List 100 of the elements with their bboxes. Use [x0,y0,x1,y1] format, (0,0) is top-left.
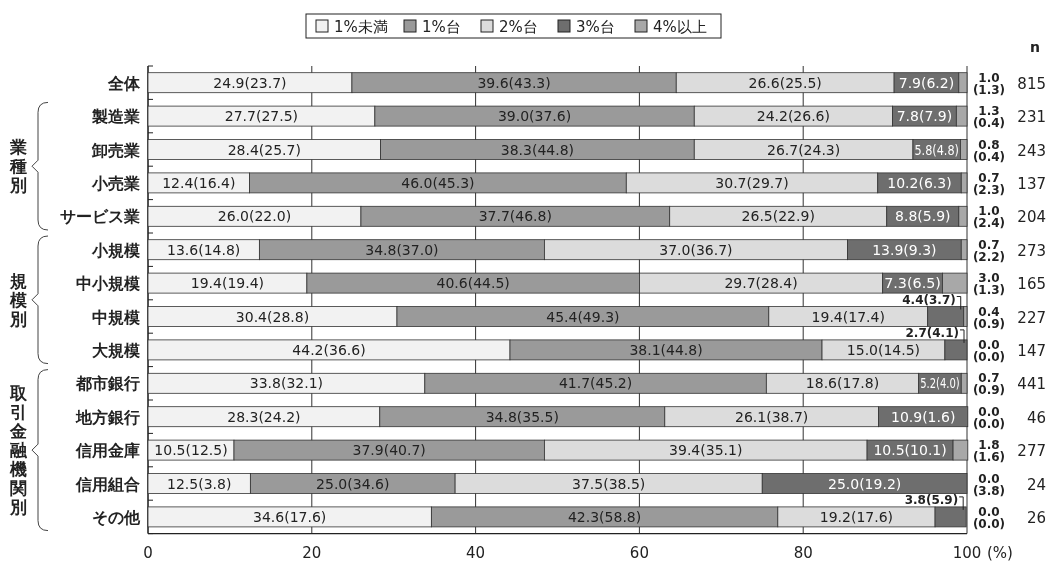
text: 取引金融機関別 [8,383,28,518]
data-label: 39.6(43.3) [477,74,551,91]
data-label: 13.9(9.3) [872,241,937,258]
text: 147 [1017,341,1046,360]
text: 165 [1017,275,1046,294]
y-tick-label: 小規模 [91,240,140,260]
text: 277 [1017,442,1046,461]
data-label: 24.9(23.7) [213,74,287,91]
data-label: 1.8(1.6) [972,438,1006,465]
y-tick-label: その他 [92,507,141,527]
legend-label: 1%台 [422,18,461,36]
y-tick-label: 製造業 [91,107,140,127]
data-label: 27.7(27.5) [224,108,299,125]
data-label: 7.8(7.9) [896,108,953,125]
y-tick-label: 小売業 [91,173,140,193]
x-tick-label: 40 [466,543,486,562]
data-label: 26.5(22.9) [741,208,815,225]
data-label: 10.9(1.6) [891,408,956,425]
text: 137 [1017,174,1046,193]
data-label: 15.0(14.5) [846,341,921,358]
data-label: 3.8(5.9) [904,492,959,507]
data-label: 46.0(45.3) [401,174,475,191]
text: 業種別 [8,137,27,196]
data-label: 26.7(24.3) [766,141,841,158]
data-label: 4.4(3.7) [902,292,956,307]
data-label: 34.6(17.6) [253,508,327,525]
data-label: 18.6(17.8) [805,375,880,392]
data-label: 19.2(17.6) [819,508,894,525]
data-label: 25.0(34.6) [316,475,390,492]
data-label: 26.0(22.0) [217,208,292,225]
data-label: 37.5(38.5) [572,475,646,492]
data-label: 5.8(4.8) [914,141,970,158]
x-tick-label: 100 [952,543,982,562]
data-label: 19.4(19.4) [190,275,265,292]
data-label: 30.7(29.7) [715,174,789,191]
data-label: 24.2(26.6) [756,108,831,125]
data-label: 26.6(25.5) [748,74,822,91]
x-tick-label: 80 [793,543,813,562]
data-label: 0.0(0.0) [972,504,1006,531]
text: 441 [1017,375,1046,394]
text: 204 [1017,208,1046,227]
data-label: 25.0(19.2) [827,475,902,492]
data-label: 8.8(5.9) [895,208,951,225]
data-label: 39.0(37.6) [497,108,572,125]
text: 243 [1017,141,1046,160]
data-label: 44.2(36.6) [292,341,366,358]
text: 815 [1017,74,1046,93]
data-label: 37.9(40.7) [352,442,426,459]
text: 規模別 [8,270,27,329]
y-tick-label: 中規模 [92,307,140,327]
text: n [1030,39,1040,55]
y-tick-label: 全体 [107,73,141,93]
data-label: 0.4(0.9) [972,304,1006,331]
data-label: 1.0(1.3) [972,70,1006,97]
data-label: 0.8(0.4) [972,137,1006,164]
data-label: 0.0(3.8) [972,471,1006,498]
data-label: 10.5(10.1) [873,442,947,459]
data-label: 7.3(6.5) [884,275,941,292]
data-label: 38.3(44.8) [500,141,575,158]
y-tick-label: 卸売業 [91,140,140,160]
data-label: 34.8(35.5) [485,408,559,425]
data-label: 10.5(12.5) [154,442,228,459]
data-label: 12.5(3.8) [167,475,232,492]
y-tick-label: 信用金庫 [75,441,140,461]
data-label: 45.4(49.3) [546,308,620,325]
data-label: 41.7(45.2) [558,375,633,392]
data-label: 28.3(24.2) [227,408,301,425]
data-label: 10.2(6.3) [887,174,952,191]
text: 227 [1017,308,1046,327]
data-label: 40.6(44.5) [436,275,510,292]
data-label: 29.7(28.4) [724,275,798,292]
y-tick-label: 都市銀行 [75,374,140,394]
data-label: 0.0(0.0) [972,337,1006,364]
text: 24 [1026,475,1046,494]
data-label: 0.7(0.9) [972,371,1006,398]
text: 231 [1017,108,1046,127]
data-label: 26.1(38.7) [735,408,809,425]
text: 1%未満 [334,18,388,36]
y-tick-label: サービス業 [60,207,140,227]
data-label: 33.8(32.1) [249,375,324,392]
data-label: 2.7(4.1) [905,325,959,340]
data-label: 7.9(6.2) [898,74,955,91]
x-tick-label: 0 [143,543,153,562]
data-label: 1.3(0.4) [972,104,1006,131]
data-label: 19.4(17.4) [811,308,885,325]
data-label: 39.4(35.1) [669,442,743,459]
y-tick-label: 地方銀行 [75,407,140,427]
legend-label: 2%台 [499,18,538,36]
x-tick-label: 20 [302,543,322,562]
x-tick-label: 60 [629,543,649,562]
legend-label: 3%台 [576,18,615,36]
data-label: 3.0(1.3) [972,271,1006,298]
data-label: 0.7(2.2) [972,237,1006,264]
data-label: 42.3(58.8) [567,508,642,525]
data-label: 0.0(0.0) [972,404,1006,431]
y-tick-label: 大規模 [92,340,140,360]
text: 273 [1017,241,1046,260]
data-label: 34.8(37.0) [365,241,439,258]
data-label: 30.4(28.8) [235,308,310,325]
y-tick-label: 信用組合 [75,474,140,494]
